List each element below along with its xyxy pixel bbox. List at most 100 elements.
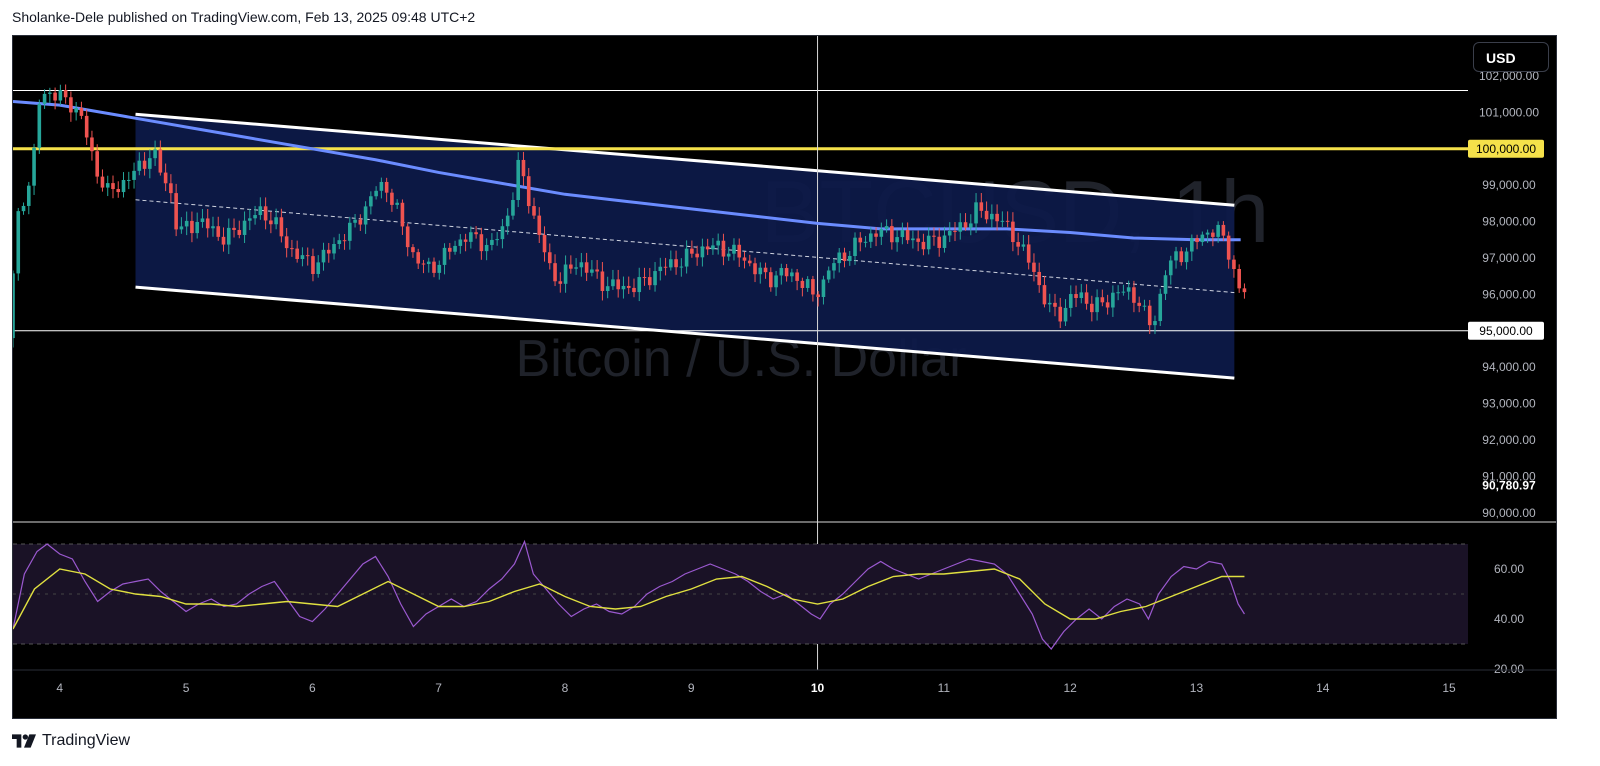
candle-body bbox=[968, 223, 973, 228]
candle-body bbox=[511, 200, 515, 216]
price-tick-label: 102,000.00 bbox=[1479, 69, 1539, 83]
candle-body bbox=[1216, 224, 1220, 237]
candle-body bbox=[1137, 302, 1141, 306]
candle-body bbox=[1168, 260, 1173, 276]
candle-body bbox=[853, 237, 857, 257]
candle-body bbox=[758, 267, 763, 275]
candle-body bbox=[53, 92, 57, 101]
current-price-label: 90,780.97 bbox=[1482, 478, 1536, 492]
candle-body bbox=[832, 263, 836, 271]
candle-body bbox=[495, 239, 499, 241]
candle-body bbox=[148, 158, 152, 169]
candle-body bbox=[132, 170, 136, 180]
candle-body bbox=[226, 227, 231, 245]
candle-body bbox=[279, 217, 284, 237]
candle-body bbox=[826, 270, 831, 280]
candle-body bbox=[437, 264, 442, 273]
candle-body bbox=[16, 211, 21, 274]
candle-body bbox=[1079, 292, 1084, 298]
candle-body bbox=[179, 226, 184, 230]
candle-body bbox=[1200, 234, 1205, 243]
candle-body bbox=[647, 277, 652, 286]
candle-body bbox=[447, 247, 452, 252]
candle-body bbox=[100, 176, 105, 188]
candle-body bbox=[679, 266, 684, 268]
candle-body bbox=[463, 239, 468, 242]
candle-body bbox=[163, 172, 168, 184]
candle-body bbox=[305, 255, 310, 257]
candle-body bbox=[1021, 244, 1026, 247]
candle-body bbox=[995, 213, 999, 222]
candle-body bbox=[690, 248, 694, 254]
candle-body bbox=[632, 287, 636, 293]
price-tick-label: 91,000.00 bbox=[1482, 469, 1536, 483]
candle-body bbox=[1147, 305, 1152, 326]
candle-body bbox=[353, 219, 357, 223]
candle-body bbox=[426, 261, 431, 265]
candle-body bbox=[847, 256, 852, 262]
channel-upper-line bbox=[135, 112, 1235, 207]
candle-body bbox=[721, 240, 726, 257]
candle-body bbox=[574, 267, 578, 269]
candle-body bbox=[1184, 251, 1189, 263]
time-tick-label: 14 bbox=[1316, 681, 1330, 695]
candle-body bbox=[95, 151, 100, 177]
candle-body bbox=[816, 294, 820, 298]
candle-body bbox=[363, 206, 368, 225]
candle-body bbox=[1190, 238, 1194, 252]
candle-body bbox=[500, 226, 505, 240]
candle-body bbox=[1053, 302, 1057, 307]
level-label: 100,000.00 bbox=[1476, 142, 1536, 156]
candle-body bbox=[684, 248, 689, 267]
candle-body bbox=[526, 176, 531, 207]
candle-body bbox=[379, 181, 384, 191]
candle-body bbox=[790, 272, 794, 277]
candle-body bbox=[326, 249, 331, 254]
candle-body bbox=[800, 280, 805, 288]
rsi-tick-label: 20.00 bbox=[1494, 662, 1524, 676]
candle-body bbox=[474, 232, 478, 235]
candle-body bbox=[190, 220, 194, 234]
candle-body bbox=[805, 279, 810, 288]
candle-body bbox=[211, 226, 215, 229]
candle-body bbox=[695, 253, 699, 258]
chart-canvas[interactable]: BTCUSD, 1hBitcoin / U.S. Dollar102,000.0… bbox=[13, 36, 1557, 719]
candle-body bbox=[590, 269, 594, 273]
candle-body bbox=[937, 236, 942, 248]
candle-body bbox=[184, 220, 189, 227]
candle-body bbox=[253, 215, 257, 219]
candle-body bbox=[1095, 297, 1099, 313]
tradingview-logo-text: TradingView bbox=[42, 732, 131, 749]
candle-body bbox=[269, 220, 273, 225]
candle-body bbox=[963, 222, 968, 228]
candle-body bbox=[605, 286, 610, 292]
candle-body bbox=[1063, 307, 1068, 322]
candle-body bbox=[916, 238, 920, 242]
candle-body bbox=[242, 220, 247, 235]
channel-fill bbox=[135, 114, 1235, 379]
candle-body bbox=[747, 260, 752, 264]
candle-body bbox=[858, 237, 863, 243]
candle-body bbox=[1105, 302, 1110, 308]
candle-body bbox=[658, 266, 663, 272]
candle-body bbox=[58, 90, 63, 101]
currency-button[interactable]: USD bbox=[1473, 42, 1549, 72]
candle-body bbox=[1237, 268, 1241, 289]
candle-body bbox=[958, 222, 963, 232]
tradingview-logo[interactable]: TradingView bbox=[12, 732, 130, 750]
candle-body bbox=[516, 159, 521, 201]
chart-area[interactable]: BTCUSD, 1hBitcoin / U.S. Dollar102,000.0… bbox=[12, 35, 1557, 719]
candle-body bbox=[442, 247, 447, 265]
candle-body bbox=[158, 149, 163, 173]
candle-body bbox=[221, 236, 226, 245]
candle-body bbox=[626, 285, 631, 288]
candle-body bbox=[532, 206, 536, 216]
publish-info: Sholanke-Dele published on TradingView.c… bbox=[12, 9, 476, 25]
candle-body bbox=[621, 285, 626, 290]
channel-lower-line bbox=[135, 285, 1235, 380]
candle-body bbox=[84, 115, 89, 138]
candle-body bbox=[337, 240, 342, 244]
candle-body bbox=[1179, 251, 1184, 263]
time-tick-label: 15 bbox=[1442, 681, 1456, 695]
candle-body bbox=[611, 279, 615, 287]
